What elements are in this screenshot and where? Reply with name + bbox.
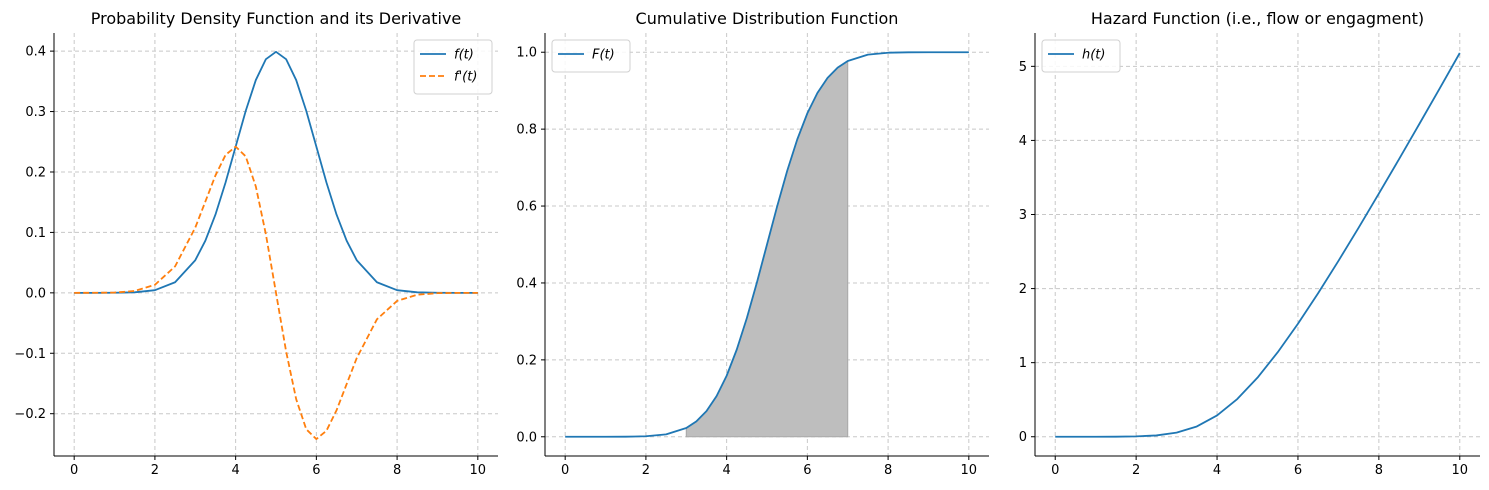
series-line-2 [74,145,478,440]
x-tick-label: 2 [642,463,650,478]
y-tick-label: 1.0 [516,46,537,61]
x-tick-label: 0 [561,463,569,478]
y-tick-label: 3 [1019,208,1027,223]
y-tick-label: 0.0 [25,286,46,301]
legend: h(t) [1041,39,1121,73]
series-line-1 [565,51,969,438]
x-tick-label: 6 [803,463,811,478]
legend-box [413,39,493,95]
legend-label: f(t) [454,48,474,63]
y-tick-label: 4 [1019,134,1027,149]
y-tick-label: 0.2 [25,165,46,180]
chart-panel-3: Hazard Function (i.e., flow or engagment… [1019,9,1480,478]
x-tick-label: 6 [312,463,320,478]
legend: f(t) f'(t) [413,39,493,95]
chart-title: Hazard Function (i.e., flow or engagment… [1091,9,1424,28]
y-tick-label: 0.4 [516,276,537,291]
x-tick-label: 0 [1051,463,1059,478]
x-tick-label: 8 [884,463,892,478]
x-tick-label: 6 [1294,463,1302,478]
x-tick-label: 10 [1451,463,1468,478]
x-tick-label: 0 [70,463,78,478]
series-line-1 [1055,52,1461,438]
legend: F(t) [551,39,631,73]
x-tick-label: 4 [722,463,730,478]
y-tick-label: −0.2 [14,407,46,422]
chart-title: Probability Density Function and its Der… [91,9,462,28]
y-tick-label: 2 [1019,282,1027,297]
x-tick-label: 8 [1375,463,1383,478]
shaded-area [685,60,849,438]
chart-title: Cumulative Distribution Function [636,9,899,28]
legend-label: h(t) [1082,48,1105,63]
x-tick-label: 4 [1213,463,1221,478]
legend-label: F(t) [592,48,615,63]
y-tick-label: 0.0 [516,430,537,445]
x-tick-label: 2 [151,463,159,478]
x-tick-label: 10 [470,463,487,478]
x-tick-label: 2 [1132,463,1140,478]
legend-box [551,39,631,73]
legend-box [1041,39,1121,73]
chart-panel-1: Probability Density Function and its Der… [14,9,498,478]
y-tick-label: 0 [1019,430,1027,445]
y-tick-label: 5 [1019,60,1027,75]
y-tick-label: 0.1 [25,226,46,241]
series-line-1 [74,50,478,294]
x-tick-label: 10 [961,463,978,478]
y-tick-label: −0.1 [14,347,46,362]
y-tick-label: 0.2 [516,353,537,368]
legend-label: f'(t) [454,70,477,85]
y-tick-label: 0.6 [516,200,537,215]
y-tick-label: 0.4 [25,45,46,60]
x-tick-label: 4 [231,463,239,478]
chart-panel-2: Cumulative Distribution Function 0 2 4 6 8 10 0… [516,9,989,478]
y-tick-label: 0.8 [516,123,537,138]
x-tick-label: 8 [393,463,401,478]
y-tick-label: 0.3 [25,105,46,120]
y-tick-label: 1 [1019,356,1027,371]
